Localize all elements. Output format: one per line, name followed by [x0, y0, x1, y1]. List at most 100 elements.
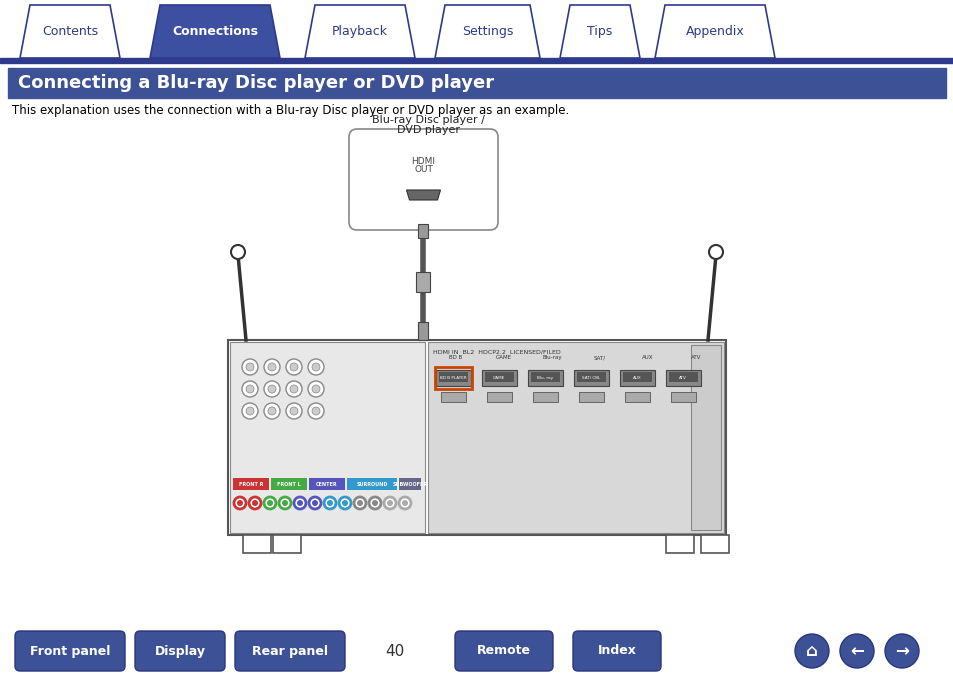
Bar	[243, 535, 271, 553]
Text: CENTER: CENTER	[315, 481, 337, 487]
Bar	[574, 370, 608, 386]
FancyBboxPatch shape	[234, 631, 345, 671]
Text: HDMI IN  BL2  HDCP2.2  LICENSED/FILED: HDMI IN BL2 HDCP2.2 LICENSED/FILED	[433, 350, 560, 355]
Circle shape	[249, 497, 261, 509]
Bar	[578, 392, 603, 402]
Bar	[624, 392, 649, 402]
Circle shape	[312, 407, 319, 415]
Circle shape	[236, 500, 243, 506]
Bar	[230, 342, 424, 533]
Text: SURROUND: SURROUND	[355, 481, 387, 487]
Text: This explanation uses the connection with a Blu-ray Disc player or DVD player as: This explanation uses the connection wit…	[12, 104, 569, 117]
Circle shape	[286, 381, 302, 397]
Circle shape	[242, 403, 257, 419]
Bar	[273, 535, 301, 553]
Circle shape	[372, 500, 377, 506]
Circle shape	[264, 497, 275, 509]
Circle shape	[268, 385, 275, 393]
Text: AUX: AUX	[632, 376, 640, 380]
Text: SAT/: SAT/	[594, 355, 605, 360]
Circle shape	[267, 500, 273, 506]
Circle shape	[282, 500, 288, 506]
Bar	[665, 535, 693, 553]
Text: BD B: BD B	[449, 355, 462, 360]
Circle shape	[356, 500, 363, 506]
Bar	[228, 340, 725, 535]
Circle shape	[290, 363, 297, 371]
Bar	[436, 370, 471, 386]
Circle shape	[308, 359, 324, 375]
Bar	[577, 372, 605, 382]
Circle shape	[308, 403, 324, 419]
Bar	[665, 370, 700, 386]
Bar	[8, 68, 945, 98]
Circle shape	[369, 497, 380, 509]
Bar	[440, 392, 465, 402]
Text: ATV: ATV	[690, 355, 700, 360]
Text: AUX: AUX	[641, 355, 653, 360]
Polygon shape	[559, 5, 639, 58]
Text: Appendix: Appendix	[685, 25, 743, 38]
Circle shape	[341, 500, 348, 506]
Circle shape	[387, 500, 393, 506]
Text: Contents: Contents	[42, 25, 98, 38]
FancyBboxPatch shape	[15, 631, 125, 671]
Bar	[486, 392, 512, 402]
Text: Connecting a Blu-ray Disc player or DVD player: Connecting a Blu-ray Disc player or DVD …	[18, 74, 494, 92]
Circle shape	[233, 497, 246, 509]
Text: GAME: GAME	[493, 376, 504, 380]
Circle shape	[294, 497, 306, 509]
Text: OUT: OUT	[414, 166, 433, 174]
Bar	[622, 372, 651, 382]
Text: SAT/ CBL: SAT/ CBL	[581, 376, 599, 380]
Text: GAME: GAME	[496, 355, 512, 360]
Circle shape	[252, 500, 257, 506]
Circle shape	[708, 245, 722, 259]
Circle shape	[246, 363, 253, 371]
Circle shape	[264, 403, 280, 419]
FancyBboxPatch shape	[135, 631, 225, 671]
Text: Display: Display	[154, 645, 205, 658]
Circle shape	[401, 500, 408, 506]
Bar	[531, 372, 559, 382]
Text: Remote: Remote	[476, 645, 531, 658]
Bar	[418, 322, 428, 340]
Circle shape	[309, 497, 320, 509]
Text: SUBWOOFER: SUBWOOFER	[392, 481, 427, 487]
Circle shape	[384, 497, 395, 509]
Text: Playback: Playback	[332, 25, 388, 38]
Circle shape	[290, 385, 297, 393]
Circle shape	[398, 497, 411, 509]
Text: Index: Index	[597, 645, 636, 658]
Text: FRONT L: FRONT L	[276, 481, 300, 487]
Bar	[533, 392, 558, 402]
Polygon shape	[435, 5, 539, 58]
Text: Blu-ray Disc player /: Blu-ray Disc player /	[372, 115, 484, 125]
Text: HDMI: HDMI	[411, 157, 435, 166]
Circle shape	[354, 497, 366, 509]
Bar	[233, 478, 269, 490]
Circle shape	[246, 385, 253, 393]
Circle shape	[231, 245, 245, 259]
FancyBboxPatch shape	[455, 631, 553, 671]
Bar	[416, 271, 430, 291]
Circle shape	[278, 497, 291, 509]
Bar	[438, 372, 468, 382]
Circle shape	[290, 407, 297, 415]
Text: Blu- ray: Blu- ray	[537, 376, 553, 380]
Bar	[700, 535, 728, 553]
Bar	[271, 478, 307, 490]
Circle shape	[312, 363, 319, 371]
FancyBboxPatch shape	[573, 631, 660, 671]
Bar	[690, 345, 720, 530]
Circle shape	[242, 381, 257, 397]
Circle shape	[286, 403, 302, 419]
Circle shape	[327, 500, 333, 506]
Text: ←: ←	[849, 642, 863, 660]
Bar	[668, 372, 698, 382]
Text: BD B PLAYER: BD B PLAYER	[439, 376, 466, 380]
Bar	[435, 367, 472, 389]
Circle shape	[268, 407, 275, 415]
Bar	[481, 370, 517, 386]
Circle shape	[264, 381, 280, 397]
